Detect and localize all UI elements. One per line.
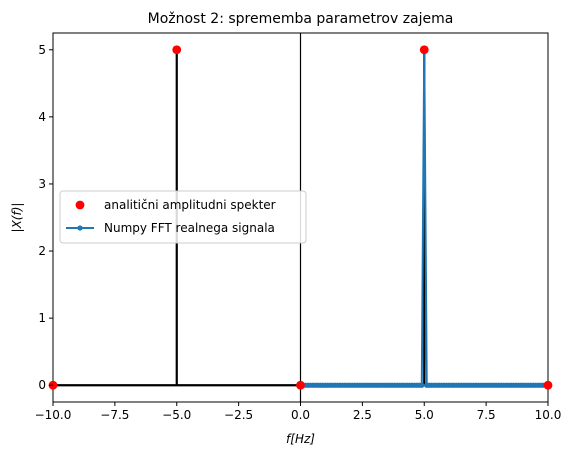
- x-tick-label: −7.5: [100, 408, 129, 422]
- chart-title: Možnost 2: sprememba parametrov zajema: [148, 11, 454, 27]
- analytic-point: [543, 380, 553, 390]
- analytic-point: [172, 45, 182, 55]
- legend-marker-fft: [77, 225, 83, 231]
- legend-label-analytic: analitični amplitudni spekter: [104, 198, 276, 212]
- x-tick-label: −5.0: [162, 408, 191, 422]
- y-tick-label: 5: [38, 43, 46, 57]
- x-tick-label: 5.0: [415, 408, 434, 422]
- x-tick-label: −10.0: [35, 408, 72, 422]
- y-tick-label: 2: [38, 244, 46, 258]
- plot-content: [48, 33, 553, 402]
- x-tick-label: 2.5: [353, 408, 372, 422]
- y-tick-label: 4: [38, 110, 46, 124]
- x-tick-label: 10.0: [535, 408, 562, 422]
- legend-marker-analytic: [75, 200, 85, 210]
- x-axis-label: f[Hz]: [286, 432, 315, 446]
- legend-label-fft: Numpy FFT realnega signala: [104, 221, 275, 235]
- y-axis-label: |X(f)|: [10, 203, 24, 233]
- analytic-point: [419, 45, 429, 55]
- y-tick-label: 0: [38, 378, 46, 392]
- analytic-point: [296, 380, 305, 390]
- legend-box: [59, 190, 307, 244]
- y-tick-label: 3: [38, 177, 46, 191]
- x-tick-label: 7.5: [477, 408, 496, 422]
- fft-point: [419, 382, 425, 388]
- y-tick-label: 1: [38, 311, 46, 325]
- x-tick-label: −2.5: [224, 408, 253, 422]
- x-tick-label: 0.0: [291, 408, 310, 422]
- axis-ticks: −10.0 −7.5 −5.0 −2.5 0.0 2.5 5.0 7.5 10.0 0 1 2 3 4 5: [35, 43, 562, 422]
- legend: analitični amplitudni spekter Numpy FFT …: [59, 190, 307, 244]
